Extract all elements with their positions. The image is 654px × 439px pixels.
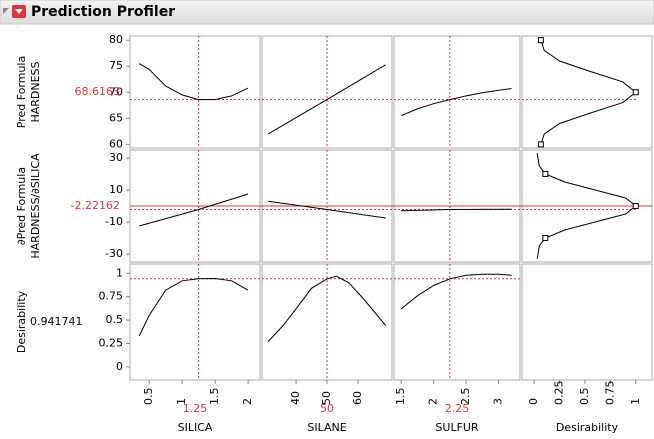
response-label: Desirability (15, 290, 28, 353)
menu-arrow (15, 9, 23, 14)
response-label: Pred Formula (15, 56, 28, 128)
response-value: 68.6163 (75, 85, 121, 98)
y-tick-label: -10 (105, 215, 123, 228)
desirability-handle (537, 37, 544, 44)
title: Prediction Profiler (31, 4, 175, 20)
y-tick-label: -30 (105, 247, 123, 260)
x-tick-label: 1 (629, 398, 642, 405)
trace (400, 273, 512, 310)
desirability-curve (540, 40, 637, 145)
trace (401, 208, 512, 212)
panel (521, 35, 653, 149)
x-tick-label: 0.75 (603, 381, 616, 406)
trace (139, 193, 249, 227)
trace (138, 277, 249, 337)
response-value: -2.22162 (71, 199, 120, 212)
response-value: 0.941741 (30, 315, 83, 328)
desirability-handle (542, 171, 549, 177)
x-tick-label: 0.5 (578, 388, 591, 406)
trace (267, 64, 387, 135)
x-tick-label: 1 (175, 398, 188, 405)
desirability-handle (632, 89, 639, 96)
y-tick-label: 65 (109, 111, 123, 124)
response-label: ∂Pred Formula (15, 167, 28, 245)
response-label: HARDNESS/∂SILICA (29, 153, 42, 259)
x-tick-label: 1.5 (394, 388, 407, 406)
x-tick-label: 0.25 (553, 381, 566, 406)
panel (129, 263, 261, 381)
x-tick-label: 0.5 (142, 388, 155, 406)
x-tick-label: 3 (492, 398, 505, 405)
y-tick-label: 70 (109, 85, 123, 98)
trace (267, 275, 387, 342)
factor-value: 2.25 (445, 402, 470, 415)
header-bar (0, 0, 654, 25)
axis-name: SULFUR (435, 421, 479, 434)
desirability-handle (537, 141, 544, 148)
axis-name: Desirability (556, 421, 619, 434)
y-tick-label: 60 (109, 137, 123, 150)
y-tick-label: 1 (116, 266, 123, 279)
y-tick-label: 0.25 (99, 337, 124, 350)
y-tick-label: 0 (116, 360, 123, 373)
trace (400, 88, 512, 117)
y-tick-label: 75 (109, 59, 123, 72)
trace (268, 200, 386, 219)
x-tick-label: 60 (351, 391, 364, 405)
y-tick-label: 0.5 (106, 313, 124, 326)
panel (393, 263, 521, 381)
factor-value: 1.25 (183, 402, 208, 415)
x-tick-label: 50 (320, 391, 333, 405)
x-tick-label: 2.5 (459, 388, 472, 406)
x-tick-label: 2 (427, 398, 440, 405)
x-tick-label: 0 (527, 398, 540, 405)
axis-name: SILICA (178, 421, 213, 434)
y-tick-label: 10 (109, 183, 123, 196)
desirability-handle (632, 203, 639, 209)
collapse-icon[interactable] (3, 8, 9, 14)
panel (521, 263, 653, 381)
x-tick-label: 40 (289, 391, 302, 405)
response-label: HARDNESS (29, 61, 42, 122)
y-tick-label: 0.75 (99, 290, 124, 303)
axis-name: SILANE (307, 421, 346, 434)
factor-value: 50 (320, 402, 334, 415)
x-tick-label: 2 (241, 398, 254, 405)
y-tick-label: 30 (109, 151, 123, 164)
panel (393, 35, 521, 149)
x-tick-label: 1.5 (208, 388, 221, 406)
desirability-handle (542, 235, 549, 241)
trace (138, 63, 249, 101)
y-tick-label: 80 (109, 33, 123, 46)
